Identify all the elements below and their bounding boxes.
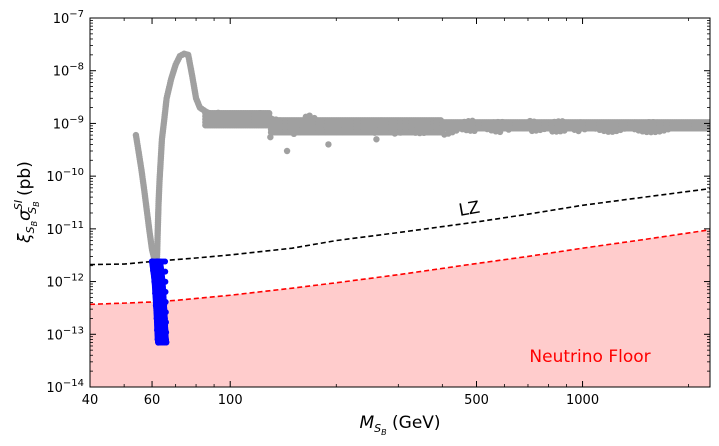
- y-tick-base: 10: [46, 328, 63, 343]
- lz-line: [90, 187, 710, 266]
- y-axis-title-unit: (pb): [15, 161, 35, 201]
- y-tick-label: 10−10: [46, 167, 84, 185]
- allowed-point: [162, 319, 169, 326]
- y-axis-title-sigma-sup: SI: [12, 200, 25, 210]
- x-axis-title-sub: S: [374, 422, 381, 435]
- x-tick-label: 100: [218, 393, 243, 408]
- neutrino-floor-region: [90, 229, 710, 387]
- x-axis-title: MSB (GeV): [359, 413, 440, 437]
- neutrino-floor-label: Neutrino Floor: [529, 347, 650, 367]
- y-axis-title-xi-subsub: B: [30, 221, 39, 227]
- y-tick-exp: −9: [69, 114, 84, 125]
- y-axis-title-xi: ξ: [15, 233, 35, 244]
- allowed-point: [163, 339, 170, 346]
- x-tick-label: 500: [464, 393, 489, 408]
- y-tick-label: 10−11: [46, 220, 84, 238]
- allowed-point: [162, 309, 169, 316]
- y-axis-title-sigma: σ: [15, 209, 35, 221]
- excluded-point: [373, 136, 380, 143]
- plot-frame: [89, 17, 711, 388]
- y-tick-label: 10−12: [46, 273, 84, 291]
- y-tick-base: 10: [53, 12, 70, 27]
- y-tick-exp: −13: [63, 325, 84, 336]
- y-tick-exp: −7: [69, 9, 84, 20]
- y-axis-title-sigma-sub: S: [26, 207, 39, 214]
- y-tick-exp: −11: [63, 220, 84, 231]
- series-layer: [90, 50, 710, 387]
- allowed-point: [163, 329, 170, 336]
- y-tick-exp: −12: [63, 273, 84, 284]
- y-axis-title: ξSBσSISB (pb): [12, 161, 41, 244]
- y-tick-exp: −14: [63, 378, 84, 389]
- x-tick-label: 40: [82, 393, 99, 408]
- y-tick-base: 10: [46, 223, 63, 238]
- x-tick-label: 1000: [566, 393, 599, 408]
- excluded-point: [267, 133, 274, 141]
- y-tick-label: 10−8: [53, 62, 84, 80]
- y-tick-base: 10: [53, 65, 70, 80]
- x-axis-title-main: M: [359, 413, 374, 433]
- y-tick-label: 10−13: [46, 325, 84, 343]
- y-axis-title-sigma-subsub: B: [32, 201, 41, 207]
- allowed-point: [162, 278, 169, 285]
- x-axis-title-unit: (GeV): [387, 413, 441, 433]
- y-tick-label: 10−9: [53, 114, 84, 132]
- allowed-point: [162, 258, 169, 265]
- lz-label: LZ: [457, 198, 481, 221]
- x-tick-label: 60: [144, 393, 161, 408]
- y-tick-exp: −10: [63, 167, 84, 178]
- y-tick-base: 10: [46, 381, 63, 396]
- y-tick-base: 10: [46, 276, 63, 291]
- y-tick-label: 10−14: [46, 378, 84, 396]
- y-tick-base: 10: [53, 117, 70, 132]
- x-axis-title-subsub: B: [381, 428, 387, 437]
- y-tick-exp: −8: [69, 62, 84, 73]
- y-tick-label: 10−7: [53, 9, 84, 27]
- neutrino-floor-line: [90, 229, 710, 306]
- y-axis-title-xi-sub: S: [24, 226, 37, 233]
- allowed-point: [162, 298, 169, 305]
- y-tick-base: 10: [46, 170, 63, 185]
- allowed-point: [162, 288, 169, 295]
- allowed-point: [162, 268, 169, 275]
- excluded-point: [325, 141, 332, 148]
- excluded-point: [283, 147, 291, 155]
